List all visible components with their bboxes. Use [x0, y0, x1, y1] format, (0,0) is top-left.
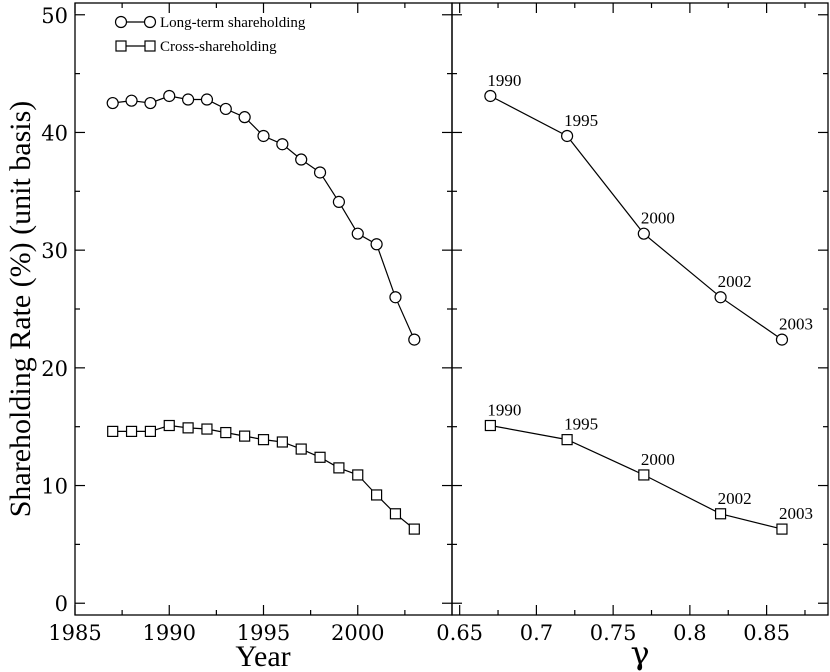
right-point-cross — [484, 419, 496, 432]
right-point-long-term — [637, 227, 650, 240]
right-point-cross — [561, 434, 573, 446]
right-point-cross — [776, 523, 788, 535]
left-point-long-term — [313, 166, 327, 179]
y-tick-label: 0 — [55, 592, 68, 616]
left-point-cross — [314, 451, 326, 463]
left-point-cross — [389, 508, 402, 520]
left-point-cross — [182, 422, 194, 434]
left-x-tick-label: 1985 — [48, 621, 101, 645]
left-point-cross — [371, 489, 383, 501]
right-point-label-long-term: 1995 — [564, 111, 598, 130]
left-point-long-term — [351, 227, 364, 240]
right-point-label-cross: 1990 — [487, 401, 521, 420]
left-point-cross — [163, 419, 175, 432]
left-point-long-term — [295, 153, 308, 166]
left-point-long-term — [163, 89, 176, 103]
left-x-tick-label: 1990 — [143, 621, 196, 645]
right-x-tick-label: 0.7 — [520, 621, 553, 645]
left-point-cross — [257, 434, 270, 446]
left-point-cross — [144, 425, 156, 437]
right-point-label-long-term: 2000 — [641, 209, 675, 228]
x-axis-label-year: Year — [235, 640, 290, 672]
right-axis-ticks: 0.65 0.7 0.75 0.8 0.85 — [436, 3, 828, 645]
left-point-cross — [125, 425, 138, 437]
left-point-cross — [107, 425, 119, 437]
y-axis-label: Shareholding Rate (%) (unit basis) — [4, 101, 37, 518]
y-tick-label: 40 — [41, 121, 68, 145]
left-point-long-term — [370, 238, 383, 251]
left-point-cross — [201, 423, 213, 435]
right-point-label-cross: 2003 — [779, 504, 813, 523]
left-point-cross — [408, 523, 420, 535]
left-point-cross — [220, 426, 232, 439]
legend-label-long-term: Long-term shareholding — [160, 15, 306, 31]
left-point-long-term — [408, 333, 421, 346]
left-point-long-term — [200, 93, 214, 106]
y-tick-label: 10 — [41, 475, 68, 499]
right-x-tick-label: 0.65 — [436, 621, 483, 645]
left-point-long-term — [106, 96, 119, 110]
left-point-long-term — [125, 94, 138, 107]
legend-marker-cross — [115, 40, 127, 52]
left-x-tick-label: 2000 — [331, 621, 384, 645]
left-point-cross — [276, 436, 288, 448]
right-point-long-term — [714, 291, 727, 304]
legend-label-cross: Cross-shareholding — [160, 39, 277, 55]
x-axis-label-gamma: γ — [630, 634, 649, 672]
legend-marker-cross — [144, 40, 156, 52]
right-series-line-long-term — [490, 95, 783, 341]
right-point-long-term — [775, 333, 789, 346]
right-point-long-term — [484, 89, 497, 103]
legend: Long-term shareholding Cross-shareholdin… — [114, 15, 306, 55]
y-tick-label: 50 — [41, 4, 68, 28]
right-point-label-long-term: 2003 — [779, 315, 813, 334]
right-panel-series: 1990 1995 2000 2002 2003 1990 1995 2000 2002 2003 — [484, 71, 813, 535]
left-axis-ticks: 1985 1990 1995 2000 0 10 20 30 40 50 — [41, 3, 452, 645]
left-point-long-term — [182, 93, 195, 106]
right-panel-frame — [451, 2, 829, 616]
left-point-cross — [239, 430, 251, 442]
left-panel-series — [106, 89, 421, 535]
right-point-cross — [638, 469, 650, 481]
right-point-cross — [714, 508, 727, 520]
left-point-long-term — [332, 195, 345, 208]
right-point-label-cross: 1995 — [564, 415, 598, 434]
right-point-label-long-term: 1990 — [487, 71, 521, 90]
left-point-long-term — [257, 129, 270, 143]
right-x-tick-label: 0.75 — [590, 621, 637, 645]
left-point-cross — [352, 469, 364, 481]
y-tick-label: 20 — [41, 357, 68, 381]
left-point-long-term — [389, 291, 402, 304]
left-point-long-term — [219, 102, 232, 116]
right-x-tick-label: 0.85 — [743, 621, 790, 645]
right-point-long-term — [561, 129, 574, 143]
legend-marker-long-term — [143, 15, 157, 29]
right-x-tick-label: 0.8 — [673, 621, 706, 645]
right-point-label-long-term: 2002 — [718, 272, 752, 291]
left-point-long-term — [238, 111, 251, 124]
left-point-long-term — [144, 96, 157, 110]
left-point-cross — [295, 443, 307, 455]
left-point-cross — [333, 462, 345, 474]
right-point-label-cross: 2000 — [641, 450, 675, 469]
left-x-tick-label: 1995 — [237, 621, 290, 645]
right-series-line-cross — [490, 424, 783, 530]
right-point-label-cross: 2002 — [718, 489, 752, 508]
legend-marker-long-term — [114, 15, 128, 29]
left-point-long-term — [276, 138, 289, 151]
y-tick-label: 30 — [41, 239, 68, 263]
